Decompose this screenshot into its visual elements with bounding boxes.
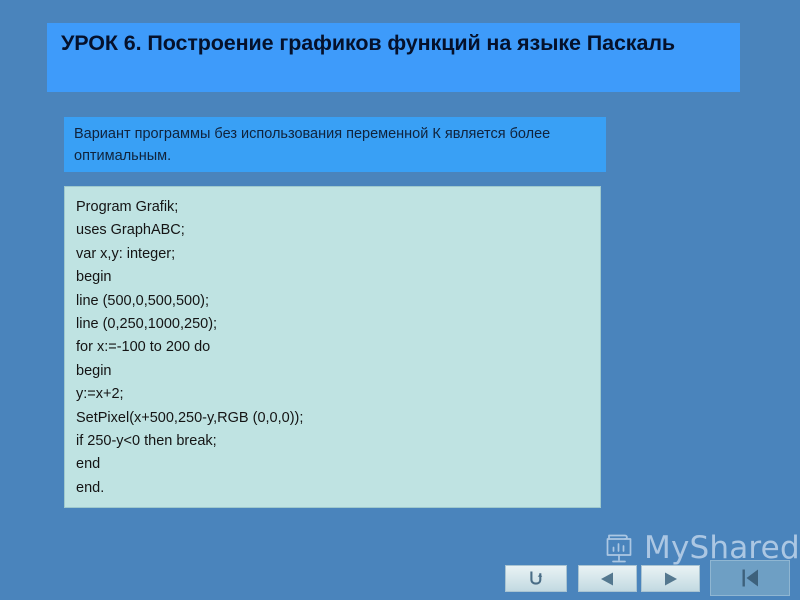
code-line: for x:=-100 to 200 do — [76, 339, 211, 356]
code-line: Program Grafik; — [76, 199, 179, 215]
code-line: if 250-y<0 then break; — [76, 433, 217, 450]
triangle-right-icon — [662, 571, 679, 587]
code-line: var x,y: integer; — [76, 245, 176, 262]
note-box: Вариант программы без использования пере… — [64, 117, 606, 172]
triangle-left-icon — [599, 571, 616, 587]
code-line: end — [76, 456, 101, 473]
code-line: begin — [76, 362, 112, 379]
code-line: SetPixel(x+500,250-y,RGB (0,0,0)); — [76, 409, 304, 426]
slide-title-box: УРОК 6. Построение графиков функций на я… — [47, 23, 740, 92]
code-line: end. — [76, 479, 105, 496]
code-line: line (500,0,500,500); — [76, 292, 210, 309]
code-line: begin — [76, 269, 112, 286]
previous-slide-button[interactable] — [578, 565, 637, 592]
refresh-button[interactable] — [505, 565, 567, 592]
page-title: УРОК 6. Построение графиков функций на я… — [61, 31, 675, 55]
first-slide-button[interactable] — [710, 560, 790, 596]
next-slide-button[interactable] — [641, 565, 700, 592]
code-line: uses GraphABC; — [76, 222, 185, 239]
code-line: y:=x+2; — [76, 386, 124, 403]
note-text: Вариант программы без использования пере… — [74, 126, 551, 165]
skip-to-start-icon — [738, 567, 762, 589]
code-line: line (0,250,1000,250); — [76, 316, 218, 333]
presentation-chart-icon — [603, 532, 637, 564]
code-listing-box: Program Grafik; uses GraphABC; var x,y: … — [64, 186, 601, 508]
loop-arrow-icon — [529, 571, 543, 586]
